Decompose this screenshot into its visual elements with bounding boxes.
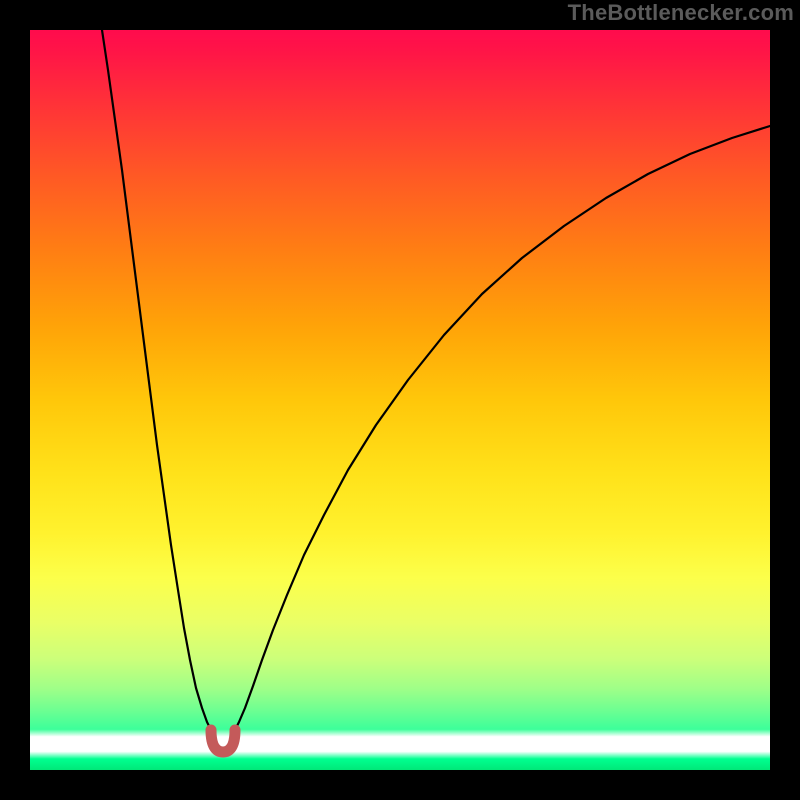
chart-canvas: TheBottlenecker.com bbox=[0, 0, 800, 800]
plot-svg bbox=[30, 30, 770, 770]
gradient-background bbox=[30, 30, 770, 770]
watermark-text: TheBottlenecker.com bbox=[568, 0, 794, 26]
plot-area bbox=[30, 30, 770, 770]
